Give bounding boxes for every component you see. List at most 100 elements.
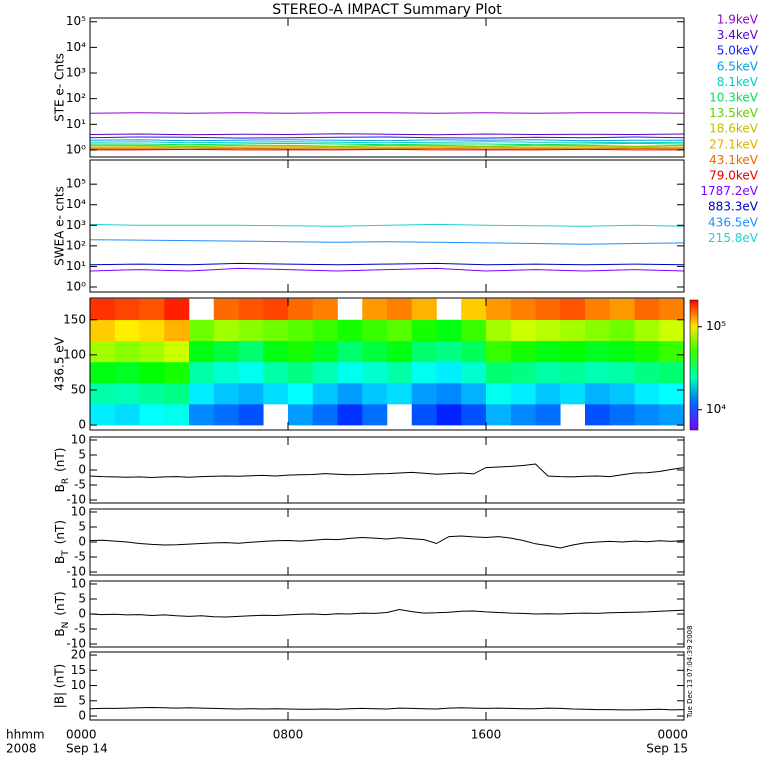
heatmap-cell [189,361,215,384]
heatmap-cell [436,340,462,363]
heatmap-cell [337,340,363,363]
heatmap-cell [362,361,388,384]
time-unit-label: hhmm [6,728,45,742]
heatmap-cell [387,382,413,405]
y-label-unit: (nT) [53,520,67,544]
heatmap-cell [486,319,512,342]
legend-entry: 436.5eV [708,215,759,229]
heatmap-cell [560,340,586,363]
heatmap-cell [114,340,140,363]
heatmap-cell [411,361,437,384]
y-tick-label: -10 [66,565,86,579]
heatmap-cell [213,340,239,363]
data-line [89,139,684,142]
heatmap-cell [90,404,116,426]
heatmap-cell [238,361,264,384]
heatmap-cell [461,298,487,321]
plot-frame [89,297,685,431]
legend-entry: 1.9keV [717,13,759,27]
y-tick-label: 10⁰ [66,142,86,156]
heatmap-cell [535,382,561,405]
heatmap-cell [189,404,215,426]
y-tick-label: -5 [74,550,86,564]
heatmap-cell [164,382,190,405]
heatmap-cell [634,319,660,342]
legend-entry: 8.1keV [717,75,759,89]
data-line [89,223,685,227]
heatmap-cell [263,298,289,321]
heatmap-cell [535,361,561,384]
y-label-subscript: N [61,622,71,629]
heatmap-cell [585,382,611,405]
heatmap-cell [213,298,239,321]
heatmap-cell [90,298,116,321]
heatmap-cell [461,382,487,405]
heatmap-cell [238,382,264,405]
data-line [90,147,685,150]
heatmap-cell [189,340,215,363]
heatmap-cell [114,382,140,405]
y-tick-label: -5 [74,478,86,492]
data-line [89,267,685,272]
heatmap-cell [560,382,586,405]
legend-entry: 10.3keV [709,91,759,105]
y-axis-label: 436.5 eV [53,336,67,391]
date-label: Sep 15 [646,742,688,756]
heatmap-cell [288,340,314,363]
heatmap-cell [337,382,363,405]
y-tick-label: 10⁵ [66,177,86,191]
data-line [89,608,685,618]
y-tick-label: 10 [71,433,86,447]
heatmap-cell [411,298,437,321]
heatmap-cell [312,404,338,426]
heatmap-cell [263,340,289,363]
date-label: Sep 14 [66,742,108,756]
heatmap-cell [213,404,239,426]
heatmap-cell [560,361,586,384]
heatmap-cell [609,340,635,363]
heatmap-cell [634,382,660,405]
heatmap-cell [139,298,165,321]
y-tick-label: 10² [66,238,86,252]
heatmap-cell [114,319,140,342]
heatmap-cell [659,298,685,321]
y-tick-label: 0 [78,463,86,477]
heatmap-cell [585,361,611,384]
x-tick-label: 1600 [471,728,502,742]
y-tick-label: 10¹ [66,259,86,273]
y-tick-label: 10³ [66,218,86,232]
heatmap-cell [461,319,487,342]
data-line [89,133,685,136]
colorbar [689,299,699,431]
x-tick-label: 0000 [66,728,97,742]
y-tick-label: 0 [78,607,86,621]
heatmap-cell [238,404,264,426]
legend-entry: 18.6keV [709,122,759,136]
heatmap-cell [312,340,338,363]
heatmap-cell [90,340,116,363]
heatmap-cell [411,404,437,426]
heatmap-cell [535,404,561,426]
heatmap-cell [164,340,190,363]
heatmap-cell [585,404,611,426]
y-axis-label: BT (nT) [53,520,71,564]
heatmap-cell [609,319,635,342]
data-line [89,262,685,266]
heatmap-cell [411,319,437,342]
heatmap-cell [189,319,215,342]
y-tick-label: -5 [74,622,86,636]
heatmap-cell [288,404,314,426]
heatmap-cell [90,361,116,384]
heatmap-cell [609,404,635,426]
y-tick-label: 10⁴ [66,197,86,211]
plot-frame [89,159,685,293]
heatmap-cell [585,319,611,342]
heatmap-cell [362,319,388,342]
colorbar-tick-label: 10⁴ [706,402,726,416]
heatmap-cell [436,319,462,342]
y-tick-label: 10³ [66,66,86,80]
data-line [89,239,685,245]
heatmap-cell [486,361,512,384]
data-line [89,141,685,144]
